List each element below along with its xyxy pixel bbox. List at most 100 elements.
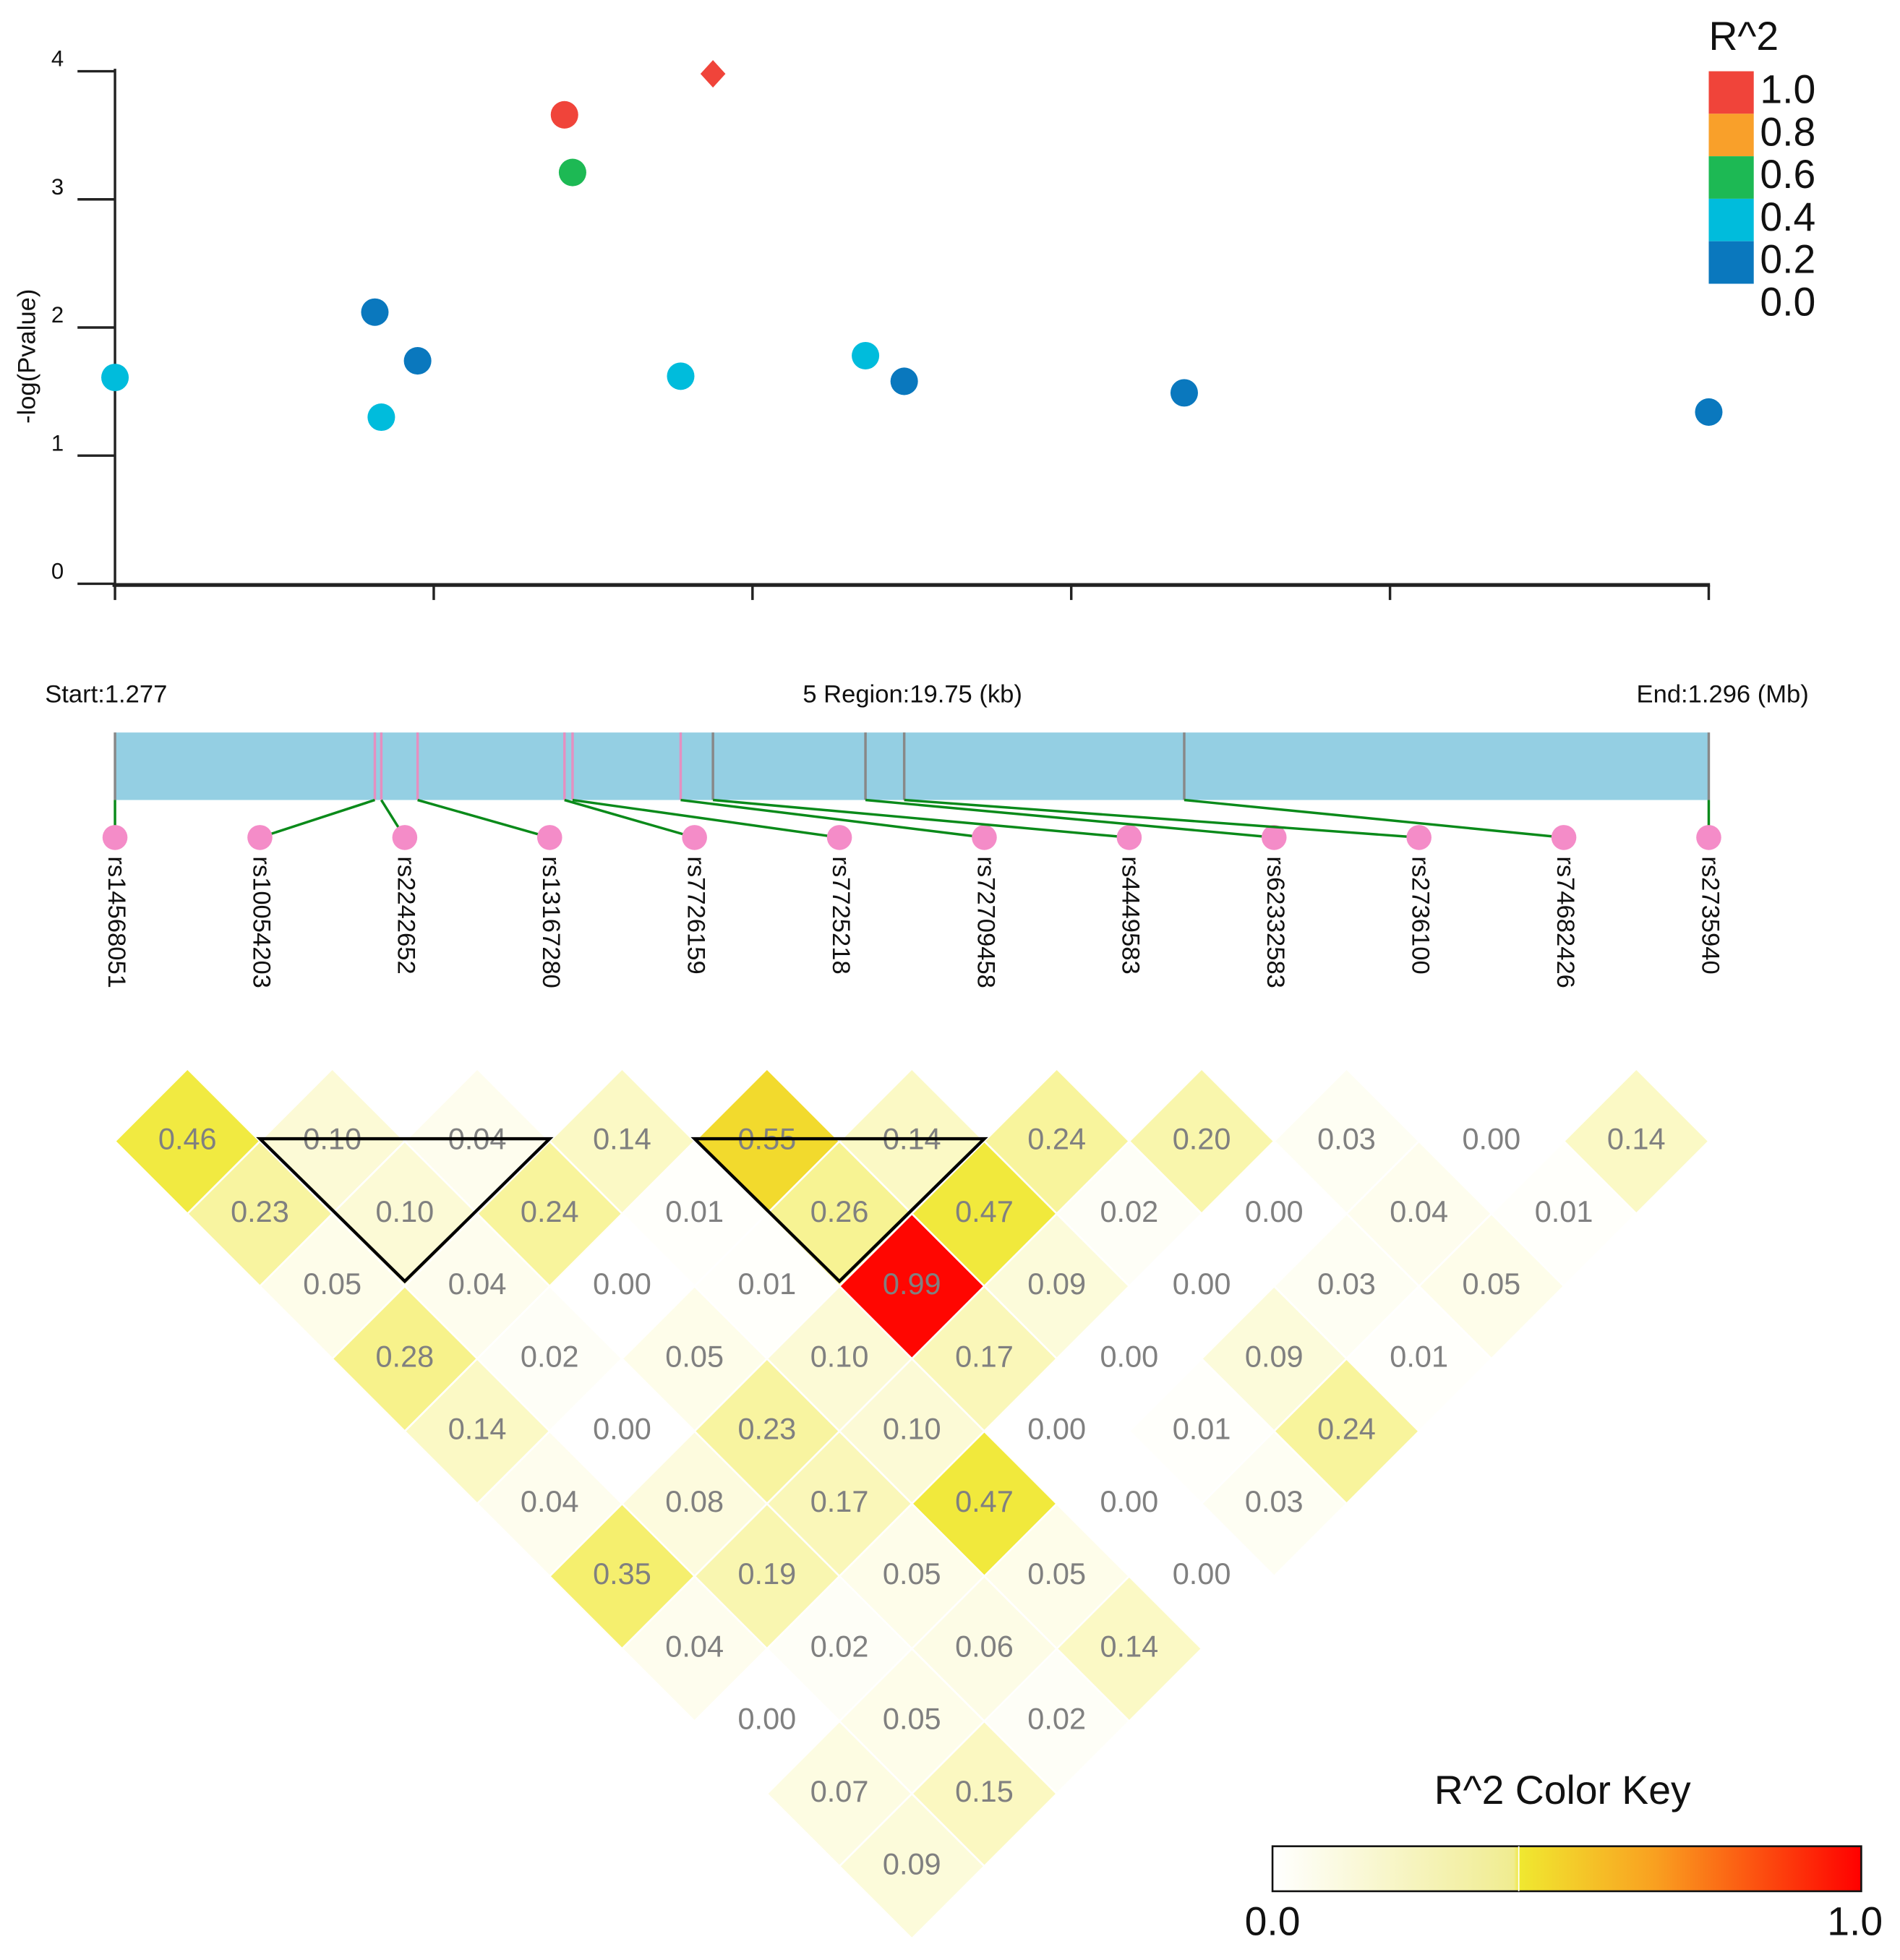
ld-value: 0.08	[665, 1484, 724, 1518]
snp-marker	[826, 825, 852, 850]
ld-value: 0.14	[593, 1121, 651, 1155]
ld-value: 0.26	[810, 1194, 869, 1228]
snp-label: rs72709458	[972, 856, 999, 988]
snp-label: rs74682426	[1552, 856, 1579, 988]
ld-value: 0.05	[303, 1267, 361, 1301]
ld-value: 0.00	[1100, 1339, 1158, 1373]
ld-value: 0.00	[1100, 1484, 1158, 1518]
ld-value: 0.01	[665, 1194, 724, 1228]
snp-label: rs2242652	[393, 856, 420, 974]
ld-value: 0.17	[955, 1339, 1014, 1373]
y-tick-label: 0	[51, 559, 64, 584]
ld-value: 0.10	[375, 1194, 434, 1228]
ld-value: 0.09	[883, 1846, 941, 1880]
ld-value: 0.00	[1173, 1267, 1231, 1301]
ld-value: 0.24	[1317, 1412, 1376, 1446]
legend-swatch	[1708, 241, 1754, 284]
haplotype-blocks	[256, 1137, 988, 1284]
ld-value: 0.47	[955, 1194, 1014, 1228]
snp-marker	[972, 825, 997, 850]
ld-value: 0.04	[665, 1629, 724, 1663]
snp-connectors: rs14568051 rs10054203 rs2242652 rs13167280 r…	[102, 732, 1724, 988]
snp-marker	[1551, 825, 1577, 850]
scatter-panel: 0 1 2 3 4 -log(Pvalue) R^2 1.00.80.60.40.20.…	[13, 14, 1815, 600]
color-key-max: 1.0	[1827, 1899, 1883, 1943]
snp-marker	[536, 825, 562, 850]
color-key: R^2 Color Key 0.0 1.0	[1245, 1768, 1883, 1944]
ld-value: 0.00	[593, 1267, 651, 1301]
snp-point	[367, 403, 395, 432]
snp-label: rs62332583	[1262, 856, 1289, 988]
snp-label: rs10054203	[247, 856, 275, 988]
ld-value: 0.02	[521, 1339, 579, 1373]
snp-marker	[1116, 825, 1142, 850]
snp-marker	[247, 825, 273, 850]
snp-connector	[712, 798, 1130, 839]
snp-point	[1695, 398, 1723, 426]
ld-value: 0.35	[593, 1557, 651, 1591]
ld-value: 0.04	[1390, 1194, 1448, 1228]
snp-marker	[1406, 825, 1432, 850]
region-label: 5 Region:19.75 (kb)	[803, 681, 1022, 709]
legend-title: R^2	[1708, 14, 1779, 59]
ld-value: 0.03	[1245, 1484, 1304, 1518]
ld-value: 0.04	[521, 1484, 579, 1518]
snp-connector	[417, 798, 550, 839]
snp-label: rs2735940	[1696, 856, 1724, 974]
scatter-points	[101, 60, 1723, 432]
snp-connector	[259, 798, 376, 839]
ld-value: 0.03	[1317, 1267, 1376, 1301]
snp-label: rs7725218	[827, 856, 855, 974]
snp-marker	[682, 825, 707, 850]
ld-value: 0.00	[593, 1412, 651, 1446]
ld-value: 0.19	[737, 1557, 796, 1591]
ld-value: 0.28	[375, 1339, 434, 1373]
ld-value: 0.04	[448, 1267, 507, 1301]
snp-connector	[904, 798, 1419, 839]
snp-connector	[572, 798, 840, 839]
snp-marker	[392, 825, 418, 850]
ld-value: 0.07	[810, 1774, 869, 1808]
ld-value: 0.14	[448, 1412, 507, 1446]
snp-label: rs7726159	[682, 856, 710, 974]
ld-value: 0.06	[955, 1629, 1014, 1663]
y-tick-label: 3	[51, 174, 64, 200]
color-key-min: 0.0	[1245, 1899, 1301, 1943]
snp-label: rs13167280	[537, 856, 565, 988]
color-key-gradient	[1271, 1845, 1862, 1893]
legend-swatch	[1708, 114, 1754, 157]
ld-value: 0.03	[1317, 1121, 1376, 1155]
ld-value: 0.14	[1607, 1121, 1666, 1155]
ld-value: 0.15	[955, 1774, 1014, 1808]
ld-value: 0.05	[883, 1557, 941, 1591]
y-axis-label: -log(Pvalue)	[13, 289, 40, 424]
ld-cell	[838, 1792, 986, 1940]
ld-heatmap: 0.46 0.10 0.04 0.14 0.55 0.14 0.24 0.20 0.03 0.00…	[114, 1067, 1711, 1940]
ld-value: 0.05	[1027, 1557, 1086, 1591]
snp-point	[361, 298, 389, 326]
y-tick-label: 2	[51, 302, 64, 328]
ld-value: 0.09	[1245, 1339, 1304, 1373]
x-ticks	[114, 585, 1711, 600]
snp-label: rs14568051	[103, 856, 130, 988]
ld-value: 0.05	[883, 1702, 941, 1736]
snp-marker	[1261, 825, 1287, 850]
ld-value: 0.47	[955, 1484, 1014, 1518]
r2-legend: R^2 1.00.80.60.40.20.0	[1708, 14, 1815, 324]
snp-point	[101, 364, 129, 392]
ld-value: 0.24	[521, 1194, 579, 1228]
end-label: End:1.296 (Mb)	[1637, 681, 1809, 709]
gene-region-bar	[115, 732, 1709, 800]
start-label: Start:1.277	[45, 681, 167, 709]
snp-label: rs2736100	[1407, 856, 1434, 974]
legend-bin-label: 0.8	[1760, 109, 1815, 154]
snp-point	[403, 347, 432, 375]
legend-swatch	[1708, 156, 1754, 199]
ld-value: 0.05	[1462, 1267, 1520, 1301]
legend-bin-label: 0.6	[1760, 152, 1815, 197]
snp-connector	[564, 798, 696, 839]
snp-label: rs4449583	[1117, 856, 1144, 974]
snp-point	[550, 100, 578, 129]
ld-value: 0.00	[1245, 1194, 1304, 1228]
y-ticks: 0 1 2 3 4	[51, 46, 116, 586]
